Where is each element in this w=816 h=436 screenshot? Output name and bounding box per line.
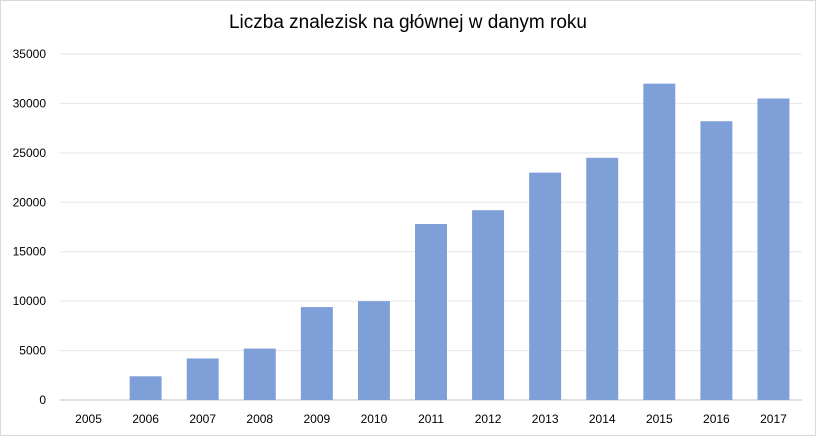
bar-2015 [643, 83, 676, 401]
chart-title: Liczba znalezisk na głównej w danym roku [228, 12, 587, 33]
x-axis-ticks: 2005 2006 2007 2008 2009 2010 2011 2012 2013 2014… [75, 412, 787, 426]
y-axis-ticks: 0 5000 10000 15000 20000 25000 30000 35000 [13, 47, 47, 407]
y-tick-label: 5000 [19, 344, 46, 358]
bar-2006 [129, 376, 162, 400]
y-tick-label: 20000 [13, 195, 47, 209]
bar-2012 [472, 210, 505, 400]
bar-2013 [529, 172, 562, 400]
bar-2007 [186, 358, 219, 400]
bar-2009 [300, 307, 333, 400]
bar-2014 [586, 157, 619, 400]
x-tick-label: 2005 [75, 412, 102, 426]
x-tick-label: 2009 [303, 412, 330, 426]
bar-2017 [757, 98, 790, 400]
y-tick-label: 15000 [13, 245, 47, 259]
x-tick-label: 2014 [589, 412, 616, 426]
y-tick-label: 10000 [13, 294, 47, 308]
bar-2010 [357, 301, 390, 400]
x-tick-label: 2008 [246, 412, 273, 426]
x-tick-label: 2016 [703, 412, 730, 426]
x-tick-label: 2006 [132, 412, 159, 426]
y-tick-label: 25000 [13, 146, 47, 160]
x-tick-label: 2010 [361, 412, 388, 426]
y-tick-label: 0 [39, 393, 46, 407]
x-tick-label: 2007 [189, 412, 216, 426]
x-tick-label: 2012 [475, 412, 502, 426]
bar-2016 [700, 121, 733, 401]
bars [129, 83, 790, 401]
x-tick-label: 2017 [760, 412, 787, 426]
x-tick-label: 2015 [646, 412, 673, 426]
x-tick-label: 2011 [418, 412, 444, 426]
y-tick-label: 30000 [13, 96, 47, 110]
y-tick-label: 35000 [13, 47, 47, 61]
bar-2008 [243, 348, 276, 400]
bar-2011 [415, 224, 447, 400]
x-tick-label: 2013 [532, 412, 559, 426]
